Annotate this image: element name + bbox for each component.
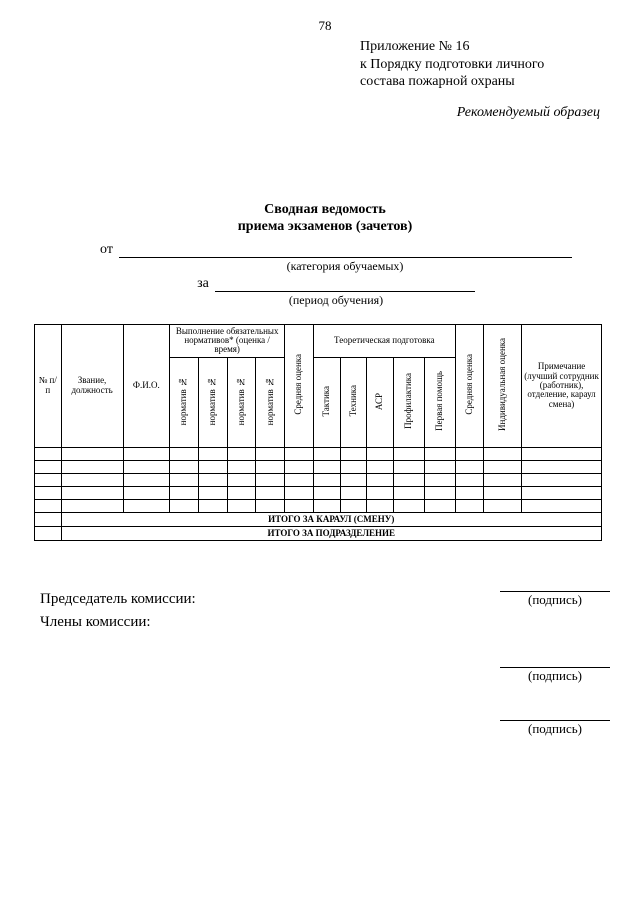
col-norm-group: Выполнение обязательных нормативов* (оце… bbox=[170, 325, 284, 357]
table-row bbox=[35, 460, 602, 473]
col-norm2: норматив № bbox=[207, 374, 218, 428]
col-avg2: Средняя оценка bbox=[464, 351, 475, 418]
total-shift: ИТОГО ЗА КАРАУЛ (СМЕНУ) bbox=[61, 512, 601, 526]
total-shift-row: ИТОГО ЗА КАРАУЛ (СМЕНУ) bbox=[35, 512, 602, 526]
appendix-line: Приложение № 16 bbox=[360, 38, 610, 56]
col-tactics: Тактика bbox=[321, 383, 332, 420]
from-caption: (категория обучаемых) bbox=[80, 259, 610, 274]
recommended-label: Рекомендуемый образец bbox=[40, 105, 600, 121]
form-title: Сводная ведомость приема экзаменов (заче… bbox=[40, 201, 610, 236]
signature-caption: (подпись) bbox=[500, 592, 610, 608]
col-norm1: норматив № bbox=[178, 374, 189, 428]
table-row bbox=[35, 486, 602, 499]
members-label: Члены комиссии: bbox=[40, 614, 151, 631]
col-note: Примечание (лучший сотрудник (работник),… bbox=[522, 360, 601, 411]
col-fio: Ф.И.О. bbox=[131, 379, 162, 392]
col-acr: АСР bbox=[374, 390, 385, 413]
appendix-line: к Порядку подготовки личного bbox=[360, 56, 610, 74]
signature-block: Председатель комиссии: (подпись) Члены к… bbox=[40, 577, 610, 737]
appendix-line: состава пожарной охраны bbox=[360, 73, 610, 91]
from-row: от bbox=[100, 242, 572, 258]
col-num: № п/п bbox=[35, 374, 61, 397]
col-firstaid: Первая помощь bbox=[434, 368, 445, 434]
for-blank-line bbox=[215, 277, 475, 292]
appendix-block: Приложение № 16 к Порядку подготовки лич… bbox=[360, 38, 610, 91]
col-norm3: норматив № bbox=[236, 374, 247, 428]
total-unit: ИТОГО ЗА ПОДРАЗДЕЛЕНИЕ bbox=[61, 526, 601, 540]
col-indiv: Индивидуальная оценка bbox=[497, 335, 508, 434]
table-row bbox=[35, 473, 602, 486]
for-label: за bbox=[197, 276, 215, 292]
col-norm4: норматив № bbox=[265, 374, 276, 428]
from-label: от bbox=[100, 242, 119, 258]
signature-caption: (подпись) bbox=[500, 668, 610, 684]
col-rank: Звание, должность bbox=[62, 374, 123, 397]
page-number: 78 bbox=[40, 18, 610, 34]
title-line: приема экзаменов (зачетов) bbox=[40, 218, 610, 236]
from-blank-line bbox=[119, 243, 572, 258]
summary-table: № п/п Звание, должность Ф.И.О. Выполнени… bbox=[34, 324, 602, 541]
col-theory-group: Теоретическая подготовка bbox=[332, 334, 437, 347]
col-prof: Профилактика bbox=[403, 370, 414, 432]
total-unit-row: ИТОГО ЗА ПОДРАЗДЕЛЕНИЕ bbox=[35, 526, 602, 540]
title-line: Сводная ведомость bbox=[40, 201, 610, 219]
document-page: 78 Приложение № 16 к Порядку подготовки … bbox=[0, 0, 640, 757]
table-row bbox=[35, 447, 602, 460]
for-caption: (период обучения) bbox=[100, 293, 572, 308]
chairman-label: Председатель комиссии: bbox=[40, 591, 196, 608]
table-row bbox=[35, 499, 602, 512]
col-tech: Техника bbox=[348, 382, 359, 419]
signature-caption: (подпись) bbox=[500, 721, 610, 737]
col-avg1: Средняя оценка bbox=[293, 351, 304, 418]
